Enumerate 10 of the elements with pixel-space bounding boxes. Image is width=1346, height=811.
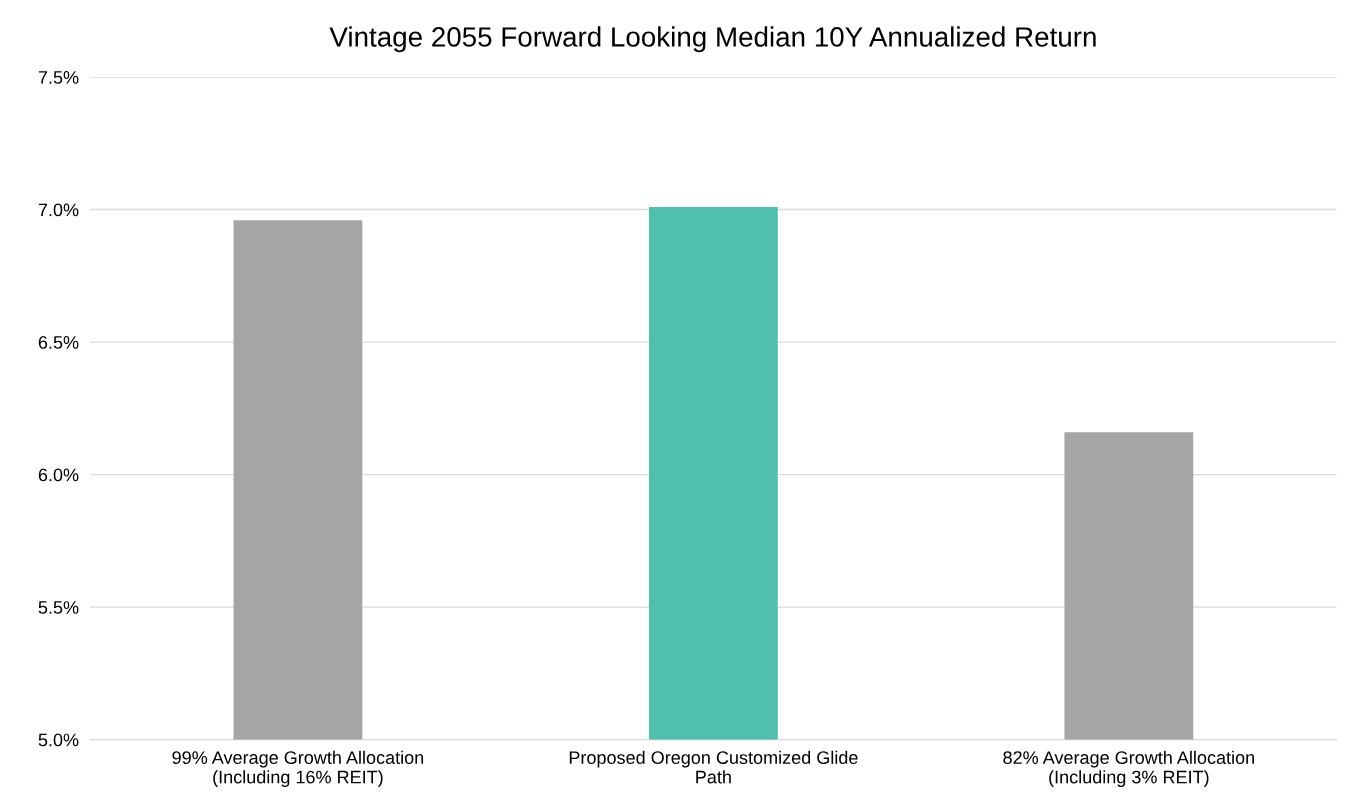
y-tick-label: 7.0%	[38, 203, 79, 217]
x-tick-label: Proposed Oregon Customized Glide Path	[569, 750, 858, 784]
y-tick-label: 6.5%	[38, 336, 79, 349]
chart-title: Vintage 2055 Forward Looking Median 10Y Annualized Return	[329, 26, 1096, 53]
x-tick-label: 82% Average Growth Allocation (Including 3% REIT)	[1003, 750, 1254, 788]
y-tick-label: 5.0%	[38, 733, 79, 747]
y-tick-label: 7.5%	[38, 71, 79, 84]
y-tick-label: 5.5%	[38, 601, 79, 614]
y-tick-label: 6.0%	[38, 468, 79, 482]
x-tick-label: 99% Average Growth Allocation (Including 16% REIT)	[172, 750, 424, 788]
